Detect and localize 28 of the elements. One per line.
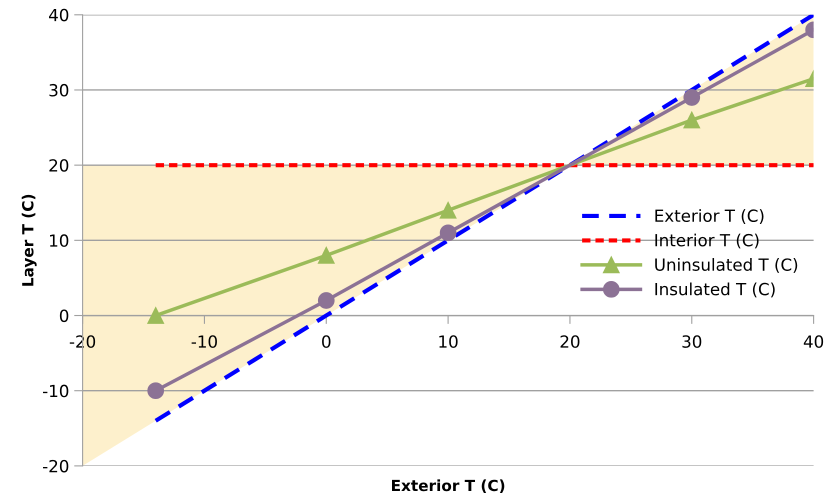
point — [440, 224, 456, 242]
point — [318, 247, 335, 264]
y-axis-title: Layer T (C) — [22, 194, 37, 286]
legend-label: Insulated T (C) — [655, 282, 775, 298]
y-tick-label: 0 — [60, 309, 68, 322]
legend-label: Uninsulated T (C) — [655, 258, 798, 273]
x-tick-label: -20 — [70, 335, 96, 348]
point — [440, 202, 456, 219]
x-axis-title: Exterior T (C) — [392, 479, 504, 493]
y-tick-label: -20 — [43, 460, 68, 472]
y-tick-label: 30 — [49, 84, 68, 97]
point — [683, 89, 700, 106]
y-tick-label: 40 — [49, 8, 68, 22]
point — [147, 307, 164, 324]
point — [318, 292, 335, 309]
point — [147, 382, 164, 400]
x-tick-label: 10 — [439, 335, 458, 348]
x-tick-label: 30 — [682, 335, 702, 348]
x-tick-label: 20 — [560, 335, 580, 348]
x-tick-label: 0 — [322, 335, 330, 348]
y-tick-label: -10 — [43, 384, 68, 398]
y-tick-label: 10 — [50, 234, 68, 247]
x-tick-label: 40 — [804, 335, 824, 348]
x-tick-label: -10 — [192, 335, 217, 348]
y-tick-label: 20 — [49, 159, 68, 172]
point — [683, 112, 700, 128]
legend-label: Exterior T (C) — [655, 209, 764, 224]
legend-label: Interior T (C) — [655, 234, 759, 248]
